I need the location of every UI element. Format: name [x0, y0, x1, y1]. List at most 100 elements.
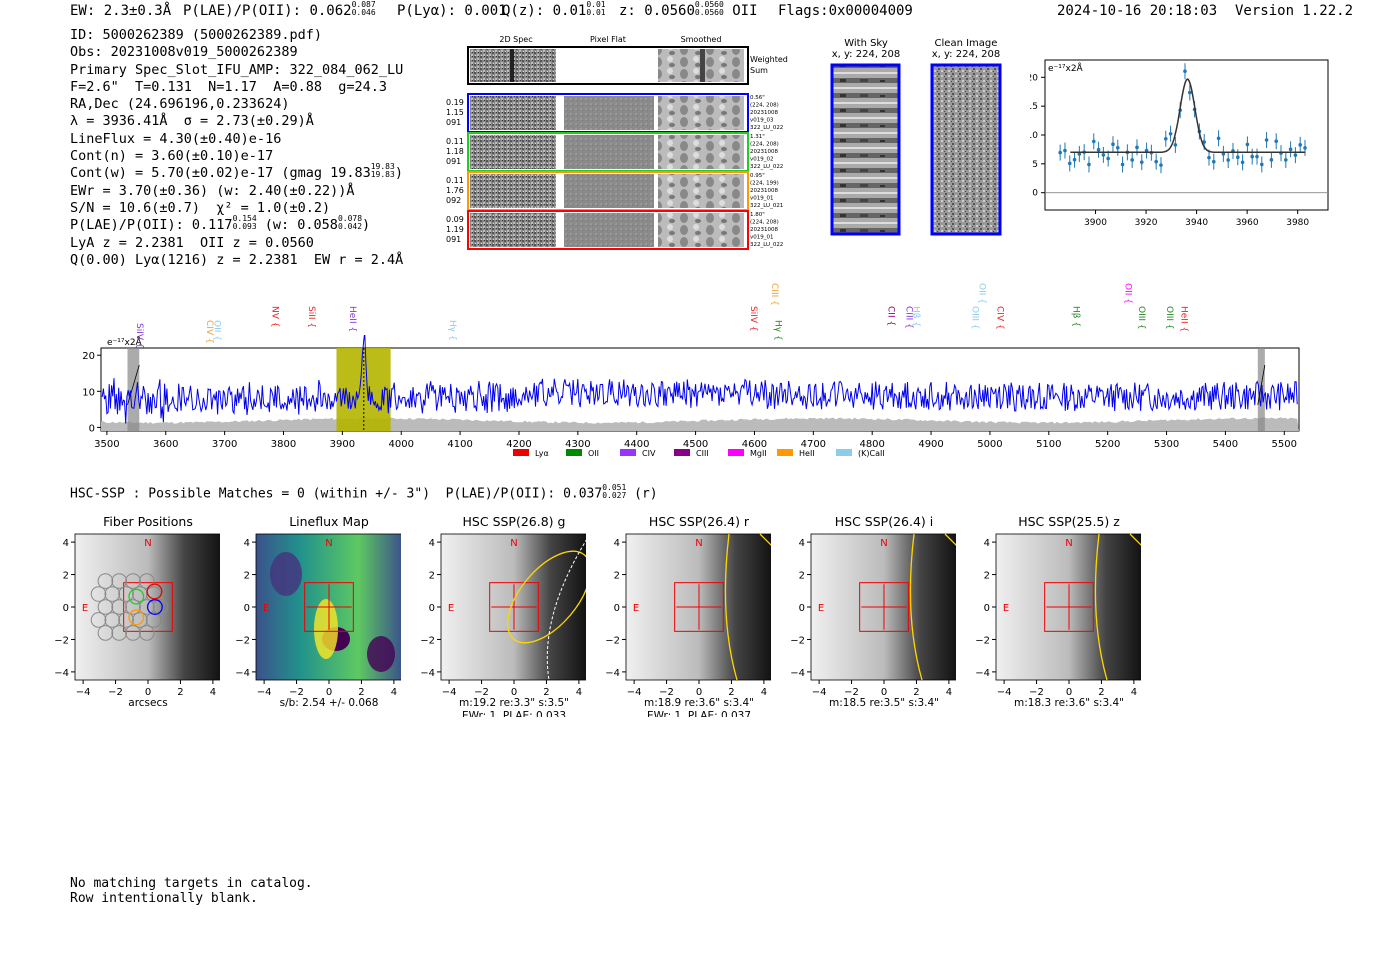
header-z-hi: 0.0560: [694, 0, 724, 9]
panel-ytick: 2: [799, 571, 805, 582]
panel-xtick: −4: [997, 687, 1012, 698]
panel-ytick: 4: [614, 538, 620, 549]
panel-title: HSC SSP(26.4) r: [649, 514, 750, 529]
svg-text:CIII: CIII: [696, 449, 709, 458]
panel-xtick: −2: [659, 687, 674, 698]
cutout-smoothed: [658, 213, 744, 247]
cutout-right-label: v019_02: [750, 157, 774, 163]
info-plae-c: ): [362, 217, 371, 234]
col-smoothed: Smoothed: [681, 35, 722, 44]
emission-line-label: SiIV {: [134, 323, 144, 349]
zoom-unit-label: e⁻¹⁷x2Å: [1048, 62, 1084, 74]
cutout-left-label: 1.18: [446, 147, 464, 156]
emission-line-label: Hγ {: [447, 320, 457, 341]
zoom-xtick: 3960: [1236, 218, 1259, 228]
cutout-flat: [564, 174, 654, 208]
col-2d-spec: 2D Spec: [499, 35, 532, 44]
cutout-left-label: 0.09: [446, 215, 464, 224]
info-lambda: λ = 3936.41Å σ = 2.73(±0.29)Å: [70, 113, 314, 130]
zoom-xtick: 3900: [1084, 218, 1107, 228]
panel-xtick: 4: [210, 687, 216, 698]
panel-subtitle: s/b: 2.54 +/- 0.068: [280, 697, 379, 709]
panel-subtitle-2: EWr: 1. PLAE: 0.037: [647, 710, 751, 717]
hsc-summary: HSC-SSP : Possible Matches = 0 (within +…: [70, 484, 658, 502]
cutout-smoothed: [658, 135, 744, 169]
north-label: N: [325, 538, 332, 549]
panel-xtick: 4: [391, 687, 397, 698]
north-label: N: [880, 538, 887, 549]
header-qz-value: 0.01: [552, 3, 587, 19]
zoom-axes: 3900 3920 3940 3960 3980 0 5 10 15 20: [1030, 73, 1309, 228]
cutout-right-label: (224, 199): [750, 181, 779, 187]
cutout-flat: [564, 135, 654, 169]
cutout-right-label: 0.95": [750, 173, 765, 179]
cutout-right-label: (224, 208): [750, 103, 779, 109]
info-contw: Cont(w) = 5.70(±0.02)e-17 (gmag 19.83 19.…: [70, 163, 403, 182]
cutout-right-label: 20231008: [750, 110, 778, 116]
weighted-label: Weighted: [750, 55, 788, 64]
panel-xtick: −2: [1029, 687, 1044, 698]
legend-item: HeII: [777, 449, 815, 458]
spectrum-xtick: 4700: [801, 439, 826, 450]
emission-line-label: HeII {: [1178, 306, 1188, 332]
spectrum-xtick: 4300: [565, 439, 590, 450]
info-plae-b: (w: 0.058: [256, 217, 338, 234]
info-plae: P(LAE)/P(OII): 0.117 0.154 0.093 (w: 0.058…: [70, 214, 403, 234]
panel-xtick: 4: [946, 687, 952, 698]
cutout-right-label: 0.56": [750, 95, 765, 101]
east-label: E: [1003, 603, 1009, 614]
spectrum-legend: Lyα OII CIV CIII MgII HeII (K)CaII: [513, 449, 885, 458]
header-ew: EW: 2.3±0.3Å: [70, 3, 172, 19]
emission-line-label: CIV {: [204, 320, 214, 344]
with-sky-image: [830, 63, 901, 236]
header-qz: Q(z): 0.01 0.01 0.01: [502, 1, 606, 20]
aperture-box: [859, 582, 909, 632]
info-plae-w-lo: 0.042: [337, 222, 363, 232]
cutout-left-label: 091: [446, 157, 461, 166]
panel-ytick: 2: [429, 571, 435, 582]
north-label: N: [1065, 538, 1072, 549]
panel-ytick: −2: [605, 635, 620, 646]
aperture-box: [489, 582, 539, 632]
legend-item: MgII: [728, 449, 767, 458]
east-label: E: [263, 603, 269, 614]
cutout-right-label: 322_LU_022: [750, 164, 783, 170]
panel-title: Lineflux Map: [289, 514, 369, 529]
info-plae-lo: 0.093: [232, 222, 257, 232]
emission-line-label: OIII {: [1136, 306, 1146, 330]
panel-xtick: −4: [627, 687, 642, 698]
panel-ytick: 2: [244, 571, 250, 582]
aperture-box: [674, 582, 724, 632]
panel-ytick: −4: [975, 668, 990, 679]
emission-line-label: SiIV {: [748, 306, 758, 332]
spectrum-xtick: 3500: [94, 439, 119, 450]
panel-ytick: 0: [244, 603, 250, 614]
spectrum-xtick: 3800: [271, 439, 296, 450]
hsc-lo: 0.027: [602, 491, 627, 500]
spectrum-ytick: 20: [82, 351, 95, 362]
info-obs: Obs: 20231008v019_5000262389: [70, 44, 298, 61]
info-plae-hi: 0.154: [232, 214, 257, 224]
spectrum-unit-label: e⁻¹⁷x2Å: [107, 336, 143, 348]
panel-xtick: −2: [108, 687, 123, 698]
panel-ytick: 4: [799, 538, 805, 549]
full-spectrum-chart: e⁻¹⁷x2Å 3500 3600 3700 3800 3900 4000 4100 4200…: [82, 335, 1300, 458]
header-plae-label: P(LAE)/P(OII):: [183, 3, 302, 19]
emission-line-label: OIII {: [969, 306, 979, 330]
header-plae-hi: 0.087: [351, 0, 376, 9]
emission-line-label: SiII {: [306, 306, 316, 328]
cutout-left-label: 0.11: [446, 176, 464, 185]
svg-text:CIV: CIV: [642, 449, 656, 458]
info-plae-a: P(LAE)/P(OII): 0.117: [70, 217, 233, 234]
cutout-left-label: 1.15: [446, 108, 464, 117]
panel-ytick: 2: [614, 571, 620, 582]
cutout-left-label: 1.19: [446, 225, 464, 234]
emission-line-label: Hβ {: [1071, 306, 1081, 327]
panel-subtitle-2: EWr: 1. PLAE: 0.033: [462, 710, 566, 717]
east-label: E: [448, 603, 454, 614]
panel-xtick: 4: [1131, 687, 1137, 698]
info-contw-lo: 19.83: [370, 170, 395, 180]
spectrum-ytick: 0: [89, 423, 95, 434]
